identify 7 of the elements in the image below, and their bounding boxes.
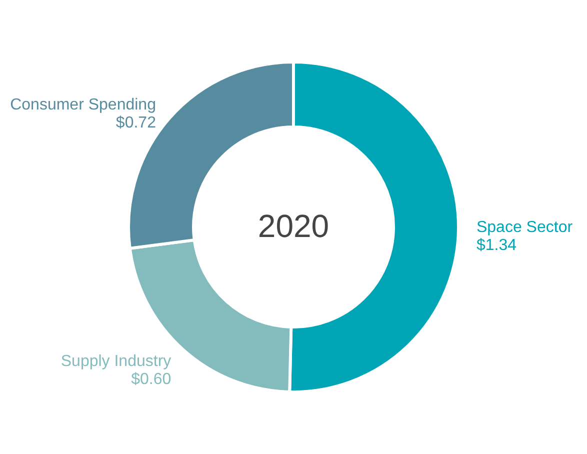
slice-label: Supply Industry	[60, 353, 172, 370]
text: 2020	[258, 208, 330, 244]
slice-label: Space Sector	[476, 219, 574, 236]
data-label: $1.34	[476, 237, 517, 254]
data-label: $0.60	[131, 371, 172, 388]
data-label: $0.72	[116, 114, 156, 132]
slice-label: Consumer Spending	[10, 96, 156, 114]
